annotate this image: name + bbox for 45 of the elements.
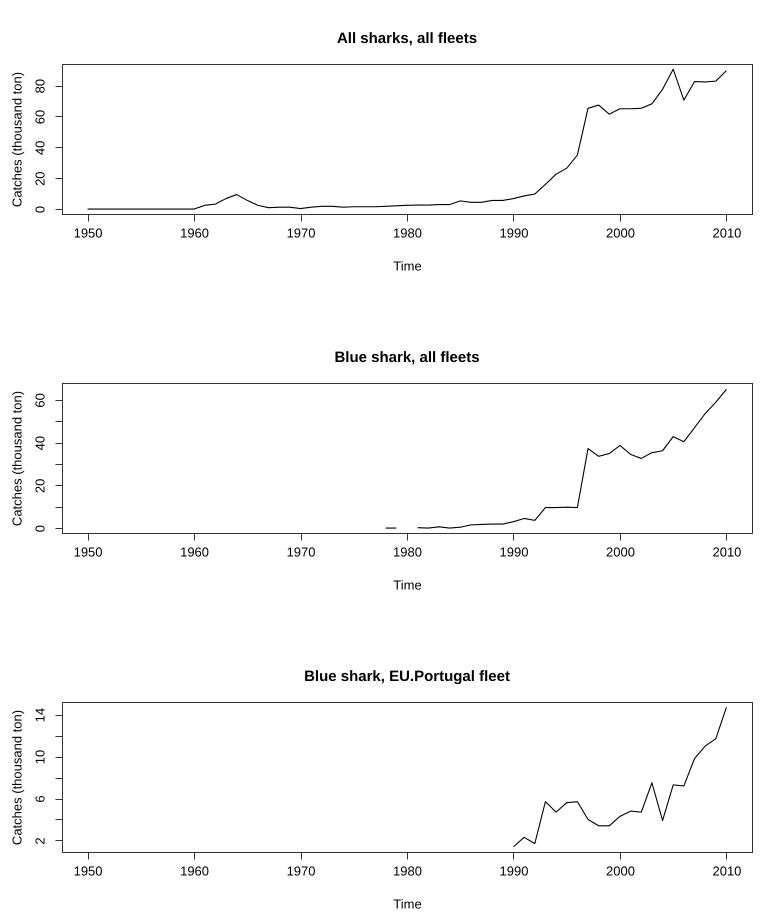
y-axis-title: Catches (thousand ton)	[10, 72, 24, 208]
x-tick-label: 1950	[74, 864, 103, 878]
x-tick-label: 2000	[606, 544, 635, 560]
x-tick-label: 1990	[500, 544, 528, 560]
y-tick-label: 40	[32, 436, 48, 450]
chart-title: Blue shark, all fleets	[334, 349, 480, 366]
x-tick-label: 1980	[393, 864, 422, 878]
y-tick-label: 14	[32, 708, 48, 722]
y-tick-label: 10	[32, 750, 48, 764]
y-tick-label: 2	[32, 837, 48, 845]
y-axis-title: Catches (thousand ton)	[10, 710, 24, 846]
x-tick-label: 1970	[286, 864, 316, 878]
y-tick-label: 0	[32, 206, 48, 214]
y-tick-label: 60	[32, 110, 48, 124]
x-tick-label: 1960	[180, 226, 209, 240]
x-axis-title: Time	[393, 896, 422, 912]
x-tick-label: 2000	[606, 864, 635, 878]
x-tick-label: 2000	[606, 226, 635, 240]
y-tick-label: 40	[32, 140, 48, 156]
line-series	[87, 68, 727, 210]
x-tick-label: 1950	[74, 226, 103, 240]
x-tick-label: 1980	[393, 226, 422, 240]
x-tick-label: 2010	[712, 544, 742, 560]
x-axis-title: Time	[393, 258, 422, 274]
y-tick-label: 80	[32, 78, 48, 94]
y-tick-label: 20	[32, 171, 48, 186]
x-tick-label: 1990	[500, 226, 528, 240]
chart-title: All sharks, all fleets	[336, 30, 478, 47]
y-tick-label: 60	[32, 393, 48, 408]
x-tick-label: 1960	[180, 864, 209, 878]
y-tick-label: 0	[32, 524, 48, 532]
x-tick-label: 1980	[393, 544, 422, 560]
y-tick-label: 6	[32, 795, 48, 803]
x-axis-title: Time	[393, 578, 422, 592]
line-series	[512, 706, 727, 848]
y-axis-title: Catches (thousand ton)	[10, 390, 24, 526]
x-tick-label: 1970	[286, 544, 316, 560]
x-tick-label: 1990	[500, 864, 528, 878]
x-tick-label: 1970	[286, 226, 316, 240]
x-tick-label: 2010	[712, 864, 742, 878]
chart-title: Blue shark, EU.Portugal fleet	[304, 668, 510, 685]
x-tick-label: 1960	[180, 544, 209, 560]
x-tick-label: 2010	[712, 226, 742, 240]
y-tick-label: 20	[32, 478, 48, 494]
x-tick-label: 1950	[74, 544, 103, 560]
